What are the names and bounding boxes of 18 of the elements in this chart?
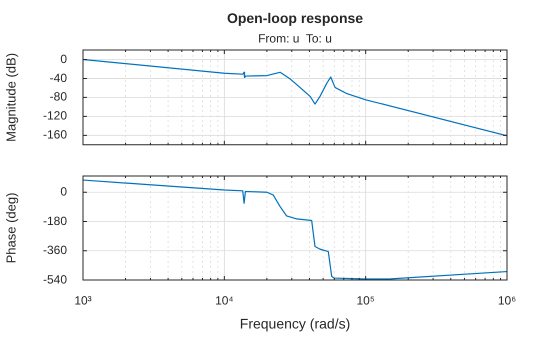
y-axis-title: Phase (deg) xyxy=(3,192,18,264)
y-tick-label: -160 xyxy=(42,128,68,142)
y-tick-label: -120 xyxy=(42,108,68,123)
x-tick-label: 10⁴ xyxy=(215,294,234,308)
y-tick-label: 0 xyxy=(60,184,68,199)
y-tick-label: -180 xyxy=(42,214,68,228)
x-tick-label: 10⁵ xyxy=(356,294,375,308)
y-axis-title: Magnitude (dB) xyxy=(3,52,18,142)
chart-subtitle: From: u To: u xyxy=(258,31,332,46)
y-tick-label: -40 xyxy=(50,70,68,85)
x-axis-title: Frequency (rad/s) xyxy=(240,315,350,332)
x-tick-label: 10⁶ xyxy=(498,294,516,308)
y-tick-label: -540 xyxy=(42,272,68,286)
y-tick-label: -360 xyxy=(42,243,68,258)
y-tick-label: 0 xyxy=(60,52,68,66)
x-tick-label: 10³ xyxy=(74,294,92,308)
chart-title: Open-loop response xyxy=(226,10,364,26)
y-tick-label: -80 xyxy=(50,90,68,104)
